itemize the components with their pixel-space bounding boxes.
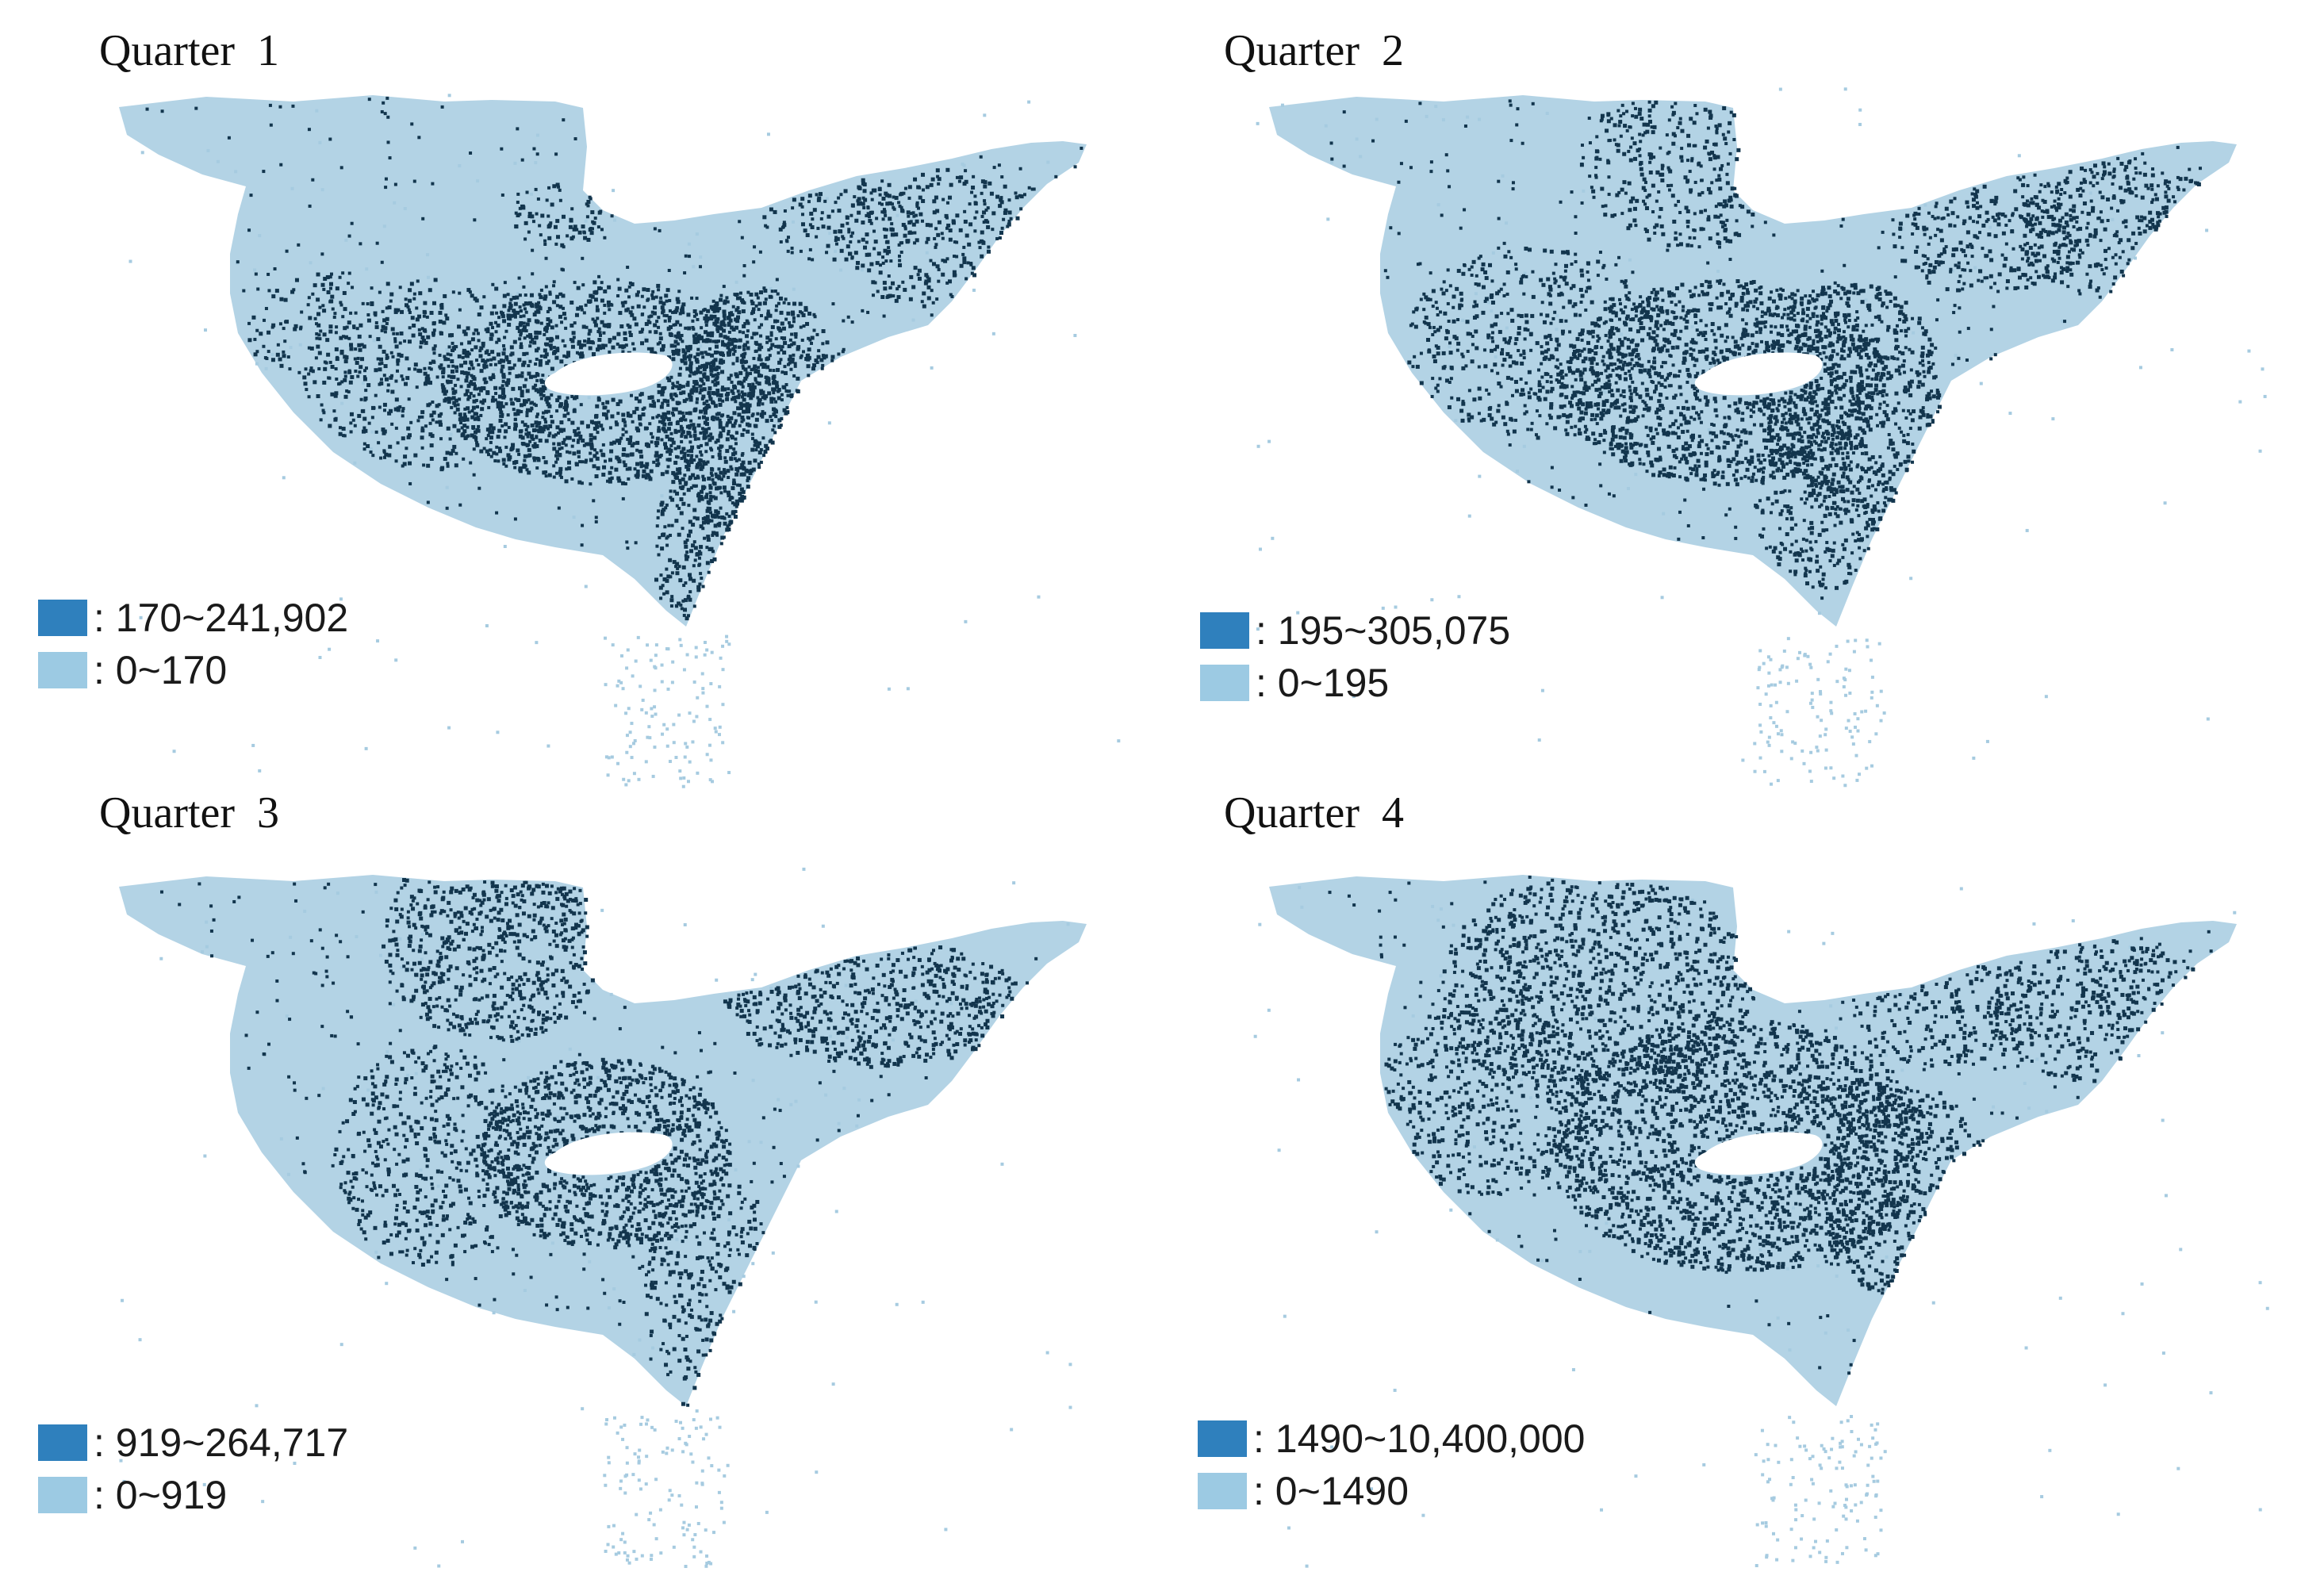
legend-swatch-high [38, 1424, 87, 1461]
high-density-cells [1329, 99, 2202, 600]
map-panel-q3: Quarter 3 : 919~264,717 : 0~919 [0, 788, 1162, 1591]
map-region [119, 94, 1121, 788]
legend-item-low: : 0~1490 [1198, 1468, 1409, 1514]
map-region [1256, 87, 2267, 788]
high-density-cells [159, 878, 1038, 1407]
density-map-q1 [119, 94, 1121, 788]
low-density-speckles [1253, 886, 2269, 1568]
density-map-q4 [1253, 875, 2269, 1568]
low-density-speckles [119, 867, 1072, 1568]
lake [544, 352, 673, 396]
legend-swatch-high [38, 600, 87, 636]
map-panel-q2: Quarter 2 : 195~305,075 : 0~195 [1162, 0, 2324, 796]
legend-label-low: : 0~170 [94, 648, 228, 692]
map-region [119, 867, 1087, 1568]
lake [1694, 352, 1823, 396]
lake [544, 1132, 673, 1175]
panel-title: Quarter 2 [1224, 26, 1405, 75]
legend-item-high: : 170~241,902 [38, 595, 348, 641]
lake [1694, 1132, 1823, 1175]
map-region [1253, 875, 2269, 1568]
legend-label-high: : 170~241,902 [94, 596, 349, 640]
panel-title: Quarter 4 [1224, 788, 1405, 838]
legend-item-high: : 195~305,075 [1200, 608, 1510, 654]
legend-item-high: : 919~264,717 [38, 1420, 348, 1466]
legend-swatch-high [1200, 612, 1249, 649]
legend-swatch-high [1198, 1420, 1247, 1457]
density-map-q3 [119, 867, 1087, 1568]
legend-label-low: : 0~1490 [1253, 1469, 1409, 1513]
map-panel-q4: Quarter 4 : 1490~10,400,000 : 0~1490 [1162, 788, 2324, 1591]
legend-item-low: : 0~919 [38, 1472, 227, 1518]
legend-label-low: : 0~919 [94, 1473, 228, 1517]
legend-swatch-low [38, 652, 87, 688]
high-density-cells [1328, 875, 2213, 1375]
legend-label-high: : 195~305,075 [1256, 608, 1511, 653]
legend-swatch-low [38, 1477, 87, 1513]
density-map-q2 [1256, 87, 2267, 788]
legend-item-high: : 1490~10,400,000 [1198, 1416, 1585, 1462]
legend-swatch-low [1198, 1473, 1247, 1509]
panel-title: Quarter 3 [99, 788, 280, 838]
legend-item-low: : 0~170 [38, 647, 227, 693]
legend-item-low: : 0~195 [1200, 660, 1389, 706]
legend-swatch-low [1200, 665, 1249, 701]
panel-title: Quarter 1 [99, 26, 280, 75]
legend-label-high: : 919~264,717 [94, 1420, 349, 1465]
legend-label-low: : 0~195 [1256, 661, 1390, 705]
map-panel-q1: Quarter 1 : 170~241,902 : 0~170 [0, 0, 1162, 796]
legend-label-high: : 1490~10,400,000 [1253, 1417, 1586, 1461]
high-density-cells [145, 96, 1083, 621]
